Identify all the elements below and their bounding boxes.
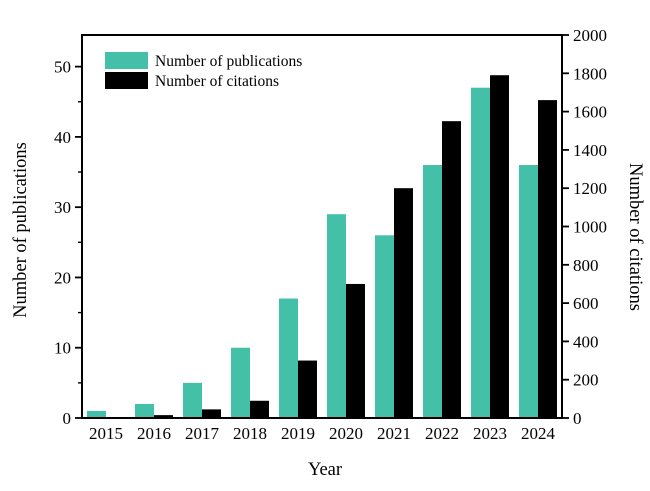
right-axis-tick-label-600: 600	[573, 294, 599, 313]
citations-bar-2024	[538, 100, 557, 419]
x-axis-title: Year	[308, 460, 342, 480]
legend-publications-label: Number of publications	[155, 53, 302, 70]
legend-citations-label: Number of citations	[155, 73, 279, 90]
publications-bar-2023	[471, 87, 490, 418]
right-axis-tick-label-1200: 1200	[573, 179, 607, 198]
publications-bar-2022	[423, 165, 442, 418]
right-axis-tick-label-1000: 1000	[573, 218, 607, 237]
publications-bar-2018	[231, 347, 250, 418]
right-axis-title: Number of citations	[625, 163, 645, 311]
left-axis-tick-label-0: 0	[63, 409, 72, 428]
x-axis-label-2015: 2015	[89, 424, 123, 443]
left-axis-tick-label-40: 40	[54, 128, 71, 147]
citations-bar-2022	[442, 121, 461, 419]
right-axis-tick-label-800: 800	[573, 256, 599, 275]
citations-bar-2016	[154, 415, 173, 418]
left-axis-title: Number of publications	[11, 142, 31, 318]
x-axis-label-2021: 2021	[377, 424, 411, 443]
publications-bar-2015	[87, 410, 106, 418]
legend-citations-swatch	[105, 72, 148, 89]
x-axis-label-2023: 2023	[473, 424, 507, 443]
citations-bar-2021	[394, 188, 413, 418]
x-axis-label-2017: 2017	[185, 424, 220, 443]
x-axis-label-2020: 2020	[329, 424, 363, 443]
legend-publications-swatch	[105, 52, 148, 69]
publications-bar-2024	[519, 165, 538, 418]
citations-bar-2023	[490, 75, 509, 418]
x-axis-label-2024: 2024	[521, 424, 556, 443]
left-axis-tick-label-20: 20	[54, 268, 71, 287]
left-axis-tick-label-50: 50	[54, 58, 71, 77]
publications-bar-2020	[327, 214, 346, 418]
x-axis-label-2016: 2016	[137, 424, 171, 443]
citations-bar-2017	[202, 409, 221, 418]
publications-bar-2019	[279, 298, 298, 418]
citations-bar-2018	[250, 400, 269, 418]
publications-bar-2016	[135, 403, 154, 418]
right-axis-tick-label-2000: 2000	[573, 26, 607, 45]
citations-bar-2020	[346, 283, 365, 418]
x-axis-label-2019: 2019	[281, 424, 315, 443]
legend: Number of publications Number of citation…	[105, 52, 302, 90]
left-axis-tick-label-30: 30	[54, 198, 71, 217]
publications-bar-2021	[375, 235, 394, 418]
left-axis-tick-label-10: 10	[54, 339, 71, 358]
right-axis-tick-label-200: 200	[573, 371, 599, 390]
citations-bar-2019	[298, 360, 317, 418]
x-axis-label-2022: 2022	[425, 424, 459, 443]
x-axis-label-2018: 2018	[233, 424, 267, 443]
right-axis-tick-label-400: 400	[573, 332, 599, 351]
right-axis-tick-label-1600: 1600	[573, 103, 607, 122]
right-axis-tick-label-1400: 1400	[573, 141, 607, 160]
right-axis-tick-label-0: 0	[573, 409, 582, 428]
publications-bar-2017	[183, 382, 202, 418]
right-axis-tick-label-1800: 1800	[573, 64, 607, 83]
